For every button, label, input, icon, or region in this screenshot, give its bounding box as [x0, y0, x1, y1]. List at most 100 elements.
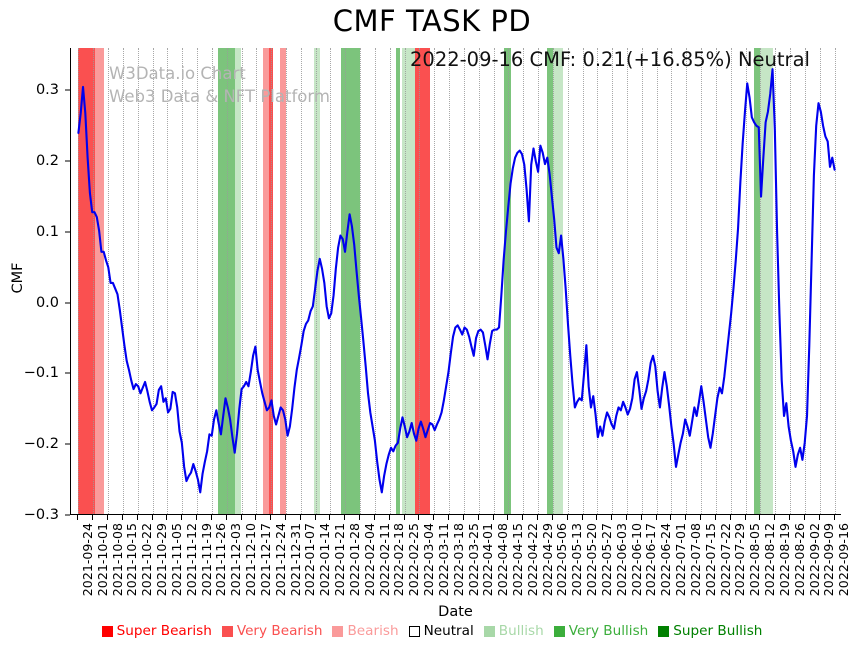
x-tick-label: 2022-06-24	[658, 523, 674, 597]
legend: Super Bearish Very Bearish Bearish Neutral B…	[0, 620, 864, 642]
x-tick-label: 2022-04-01	[480, 523, 496, 597]
x-tick-mark	[507, 515, 509, 520]
x-tick-label: 2022-01-07	[302, 523, 318, 597]
x-tick-label: 2022-08-12	[762, 523, 778, 597]
x-tick-mark	[107, 515, 109, 520]
x-tick-label: 2022-06-03	[613, 523, 629, 597]
x-tick-label: 2022-02-18	[391, 523, 407, 597]
grid-line	[627, 48, 628, 514]
grid-line	[419, 48, 421, 514]
legend-item-neutral[interactable]: Neutral	[404, 623, 479, 639]
legend-item-super-bearish[interactable]: Super Bearish	[97, 623, 217, 639]
x-tick-mark	[626, 515, 627, 520]
x-tick-mark	[92, 515, 94, 520]
x-tick-label: 2022-04-29	[539, 523, 555, 597]
grid-line	[612, 48, 614, 514]
grid-line	[656, 48, 658, 514]
grid-line	[790, 48, 792, 514]
grid-line	[389, 48, 391, 514]
x-tick-label: 2022-07-22	[717, 523, 733, 597]
x-tick-mark	[700, 515, 702, 520]
signal-band-very-bullish	[754, 48, 761, 514]
grid-line	[538, 48, 540, 514]
grid-line	[241, 48, 243, 514]
x-tick-mark	[537, 515, 539, 520]
x-tick-label: 2022-09-16	[836, 523, 852, 597]
x-tick-label: 2022-06-17	[643, 523, 659, 597]
signal-band-very-bearish	[78, 48, 96, 514]
signal-band-bullish	[402, 48, 416, 514]
grid-line	[493, 48, 495, 514]
grid-line	[449, 48, 451, 514]
signal-band-bullish	[235, 48, 242, 514]
x-tick-label: 2021-12-03	[228, 523, 244, 597]
x-tick-label: 2021-11-12	[183, 523, 199, 597]
x-tick-mark	[388, 515, 390, 520]
x-tick-mark	[433, 515, 435, 520]
y-tick-mark	[65, 302, 70, 304]
x-tick-label: 2022-02-04	[361, 523, 377, 597]
x-tick-mark	[685, 515, 687, 520]
legend-swatch-icon	[101, 625, 113, 637]
grid-line	[552, 48, 554, 514]
x-tick-label: 2022-01-28	[346, 523, 362, 597]
x-tick-label: 2022-02-25	[406, 523, 422, 597]
legend-label: Bearish	[347, 623, 399, 639]
y-tick-label: 0.2	[35, 153, 59, 170]
x-tick-label: 2022-03-11	[435, 523, 451, 597]
x-tick-label: 2022-03-04	[421, 523, 437, 597]
x-tick-mark	[714, 515, 716, 520]
grid-line	[167, 48, 169, 514]
legend-label: Very Bearish	[236, 623, 323, 639]
x-tick-label: 2022-05-13	[569, 523, 585, 597]
grid-line	[775, 48, 777, 514]
x-tick-label: 2022-05-27	[598, 523, 614, 597]
x-tick-mark	[299, 515, 301, 520]
grid-line	[360, 48, 362, 514]
grid-line	[330, 48, 332, 514]
grid-line	[122, 48, 124, 514]
legend-item-super-bullish[interactable]: Super Bullish	[653, 623, 767, 639]
legend-item-very-bullish[interactable]: Very Bullish	[549, 623, 654, 639]
x-tick-label: 2021-11-05	[168, 523, 184, 597]
legend-label: Neutral	[423, 623, 474, 639]
grid-line	[271, 48, 273, 514]
legend-item-very-bearish[interactable]: Very Bearish	[217, 623, 328, 639]
signal-band-bearish	[262, 48, 270, 514]
x-tick-label: 2022-08-26	[791, 523, 807, 597]
signal-band-very-bearish	[269, 48, 274, 514]
cmf-line-series	[77, 68, 836, 494]
legend-item-bullish[interactable]: Bullish	[479, 623, 549, 639]
x-tick-mark	[581, 515, 583, 520]
x-tick-label: 2021-09-24	[80, 523, 95, 597]
x-tick-label: 2022-04-08	[495, 523, 511, 597]
x-tick-label: 2021-10-08	[109, 523, 125, 597]
x-tick-mark	[418, 515, 420, 520]
x-tick-mark	[492, 515, 494, 520]
legend-label: Bullish	[498, 623, 544, 639]
x-tick-mark	[759, 515, 761, 520]
x-tick-mark	[166, 515, 168, 520]
series-layer	[71, 48, 841, 514]
grid-line	[597, 48, 599, 514]
x-tick-label: 2021-10-01	[94, 523, 110, 597]
signal-band-very-bearish	[415, 48, 430, 514]
grid-line	[804, 48, 806, 514]
x-tick-label: 2022-03-18	[450, 523, 466, 597]
x-axis-label: Date	[438, 604, 473, 620]
x-tick-label: 2022-06-10	[628, 523, 644, 597]
x-tick-label: 2022-01-21	[332, 523, 348, 597]
grid-line	[211, 48, 213, 514]
grid-lines	[71, 48, 841, 514]
legend-item-bearish[interactable]: Bearish	[327, 623, 403, 639]
grid-line	[374, 48, 376, 514]
x-tick-label: 2022-07-01	[673, 523, 689, 597]
x-tick-mark	[314, 515, 316, 520]
y-tick-label: 0.0	[35, 294, 59, 311]
legend-swatch-icon	[553, 625, 565, 637]
y-tick-label: −0.2	[23, 436, 59, 453]
x-tick-label: 2022-09-09	[821, 523, 837, 597]
grid-line	[93, 48, 95, 514]
x-tick-label: 2022-08-19	[776, 523, 792, 597]
